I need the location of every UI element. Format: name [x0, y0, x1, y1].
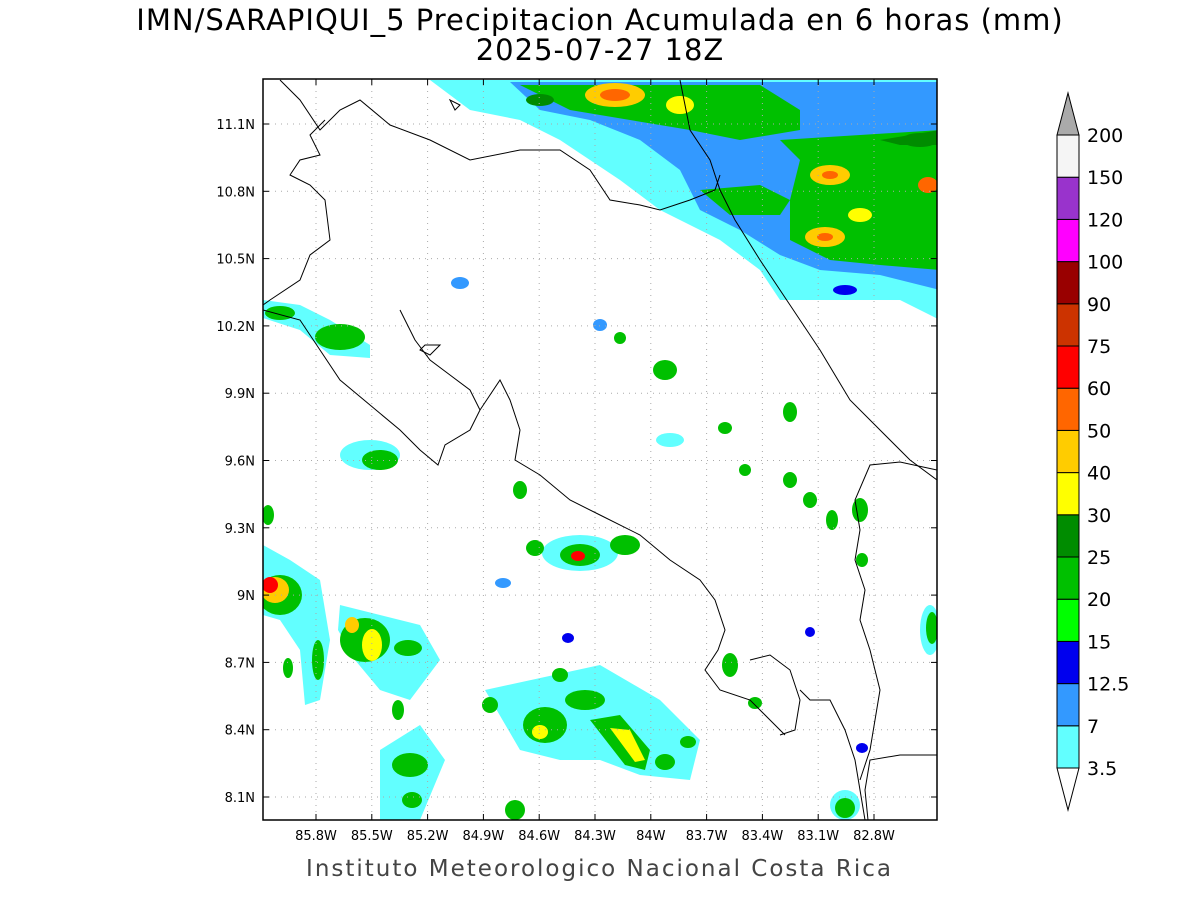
colorbar-label: 20: [1087, 589, 1111, 611]
colorbar-swatch: [1056, 176, 1080, 220]
colorbar-swatch: [1056, 640, 1080, 685]
lat-tick-label: 9.3N: [225, 522, 255, 537]
map-grid: [263, 79, 937, 820]
latitude-axis: 11.1N 10.8N 10.5N 10.2N 9.9N 9.6N 9.3N 9N 8.7N 8.…: [216, 118, 937, 806]
lat-tick-label: 10.2N: [216, 320, 255, 335]
longitude-axis: 85.8W 85.5W 85.2W 84.9W 84.6W 84.3W 84W 83.7W 83…: [295, 79, 895, 844]
colorbar-swatch: [1056, 556, 1080, 600]
precipitation-field: [263, 80, 937, 820]
colorbar-label: 75: [1087, 336, 1111, 358]
lon-tick-label: 83.1W: [797, 829, 839, 844]
lat-tick-label: 11.1N: [216, 118, 255, 133]
colorbar-label: 90: [1087, 294, 1111, 316]
colorbar-arrow-bottom: [1056, 767, 1080, 812]
colorbar-label: 120: [1087, 209, 1123, 231]
chart-title: IMN/SARAPIQUI_5 Precipitacion Acumulada …: [136, 3, 1064, 37]
lat-tick-label: 9.9N: [225, 387, 255, 402]
colorbar-label: 100: [1087, 252, 1123, 274]
colorbar-swatch: [1056, 514, 1080, 558]
colorbar-swatch: [1056, 218, 1080, 263]
colorbar-swatch: [1056, 725, 1080, 769]
colorbar-label: 12.5: [1087, 674, 1129, 696]
lon-tick-label: 85.8W: [295, 829, 337, 844]
coastlines: [263, 79, 937, 820]
lon-tick-label: 83.7W: [686, 829, 728, 844]
chart-date: 2025-07-27 18Z: [475, 33, 725, 67]
colorbar-label: 40: [1087, 463, 1111, 485]
colorbar-swatch: [1056, 598, 1080, 642]
lat-tick-label: 10.8N: [216, 185, 255, 200]
colorbar-label: 200: [1087, 125, 1123, 147]
lat-tick-label: 9.6N: [225, 455, 255, 470]
colorbar-swatch: [1056, 472, 1080, 516]
map-frame: [262, 78, 938, 821]
colorbar-swatch: [1056, 683, 1080, 727]
lat-tick-label: 10.5N: [216, 253, 255, 268]
lon-tick-label: 83.4W: [741, 829, 783, 844]
lat-tick-label: 8.7N: [225, 656, 255, 671]
colorbar-label: 50: [1087, 420, 1111, 442]
colorbar-swatch: [1056, 261, 1080, 305]
colorbar-swatch: [1056, 134, 1080, 178]
colorbar-label: 25: [1087, 547, 1111, 569]
colorbar-label: 150: [1087, 167, 1123, 189]
colorbar-swatch: [1056, 387, 1080, 431]
lon-tick-label: 84.6W: [518, 829, 560, 844]
lat-tick-label: 8.1N: [225, 791, 255, 806]
colorbar-label: 15: [1087, 631, 1111, 653]
lon-tick-label: 84W: [636, 829, 666, 844]
colorbar: 3.5 7 12.5 15 20 25 30 40 50 60 75 90 100 120 150 200: [1056, 91, 1129, 812]
lon-tick-label: 85.2W: [407, 829, 449, 844]
colorbar-swatch: [1056, 429, 1080, 474]
colorbar-swatch: [1056, 303, 1080, 347]
lon-tick-label: 82.8W: [853, 829, 895, 844]
colorbar-label: 3.5: [1087, 758, 1117, 780]
lat-tick-label: 8.4N: [225, 724, 255, 739]
footer-credit: Instituto Meteorologico Nacional Costa R…: [306, 856, 893, 882]
colorbar-arrow-top: [1056, 91, 1080, 136]
lon-tick-label: 85.5W: [351, 829, 393, 844]
colorbar-label: 7: [1087, 716, 1099, 738]
lon-tick-label: 84.9W: [462, 829, 504, 844]
lat-tick-label: 9N: [237, 589, 255, 604]
lon-tick-label: 84.3W: [574, 829, 616, 844]
colorbar-swatch: [1056, 345, 1080, 389]
colorbar-label: 30: [1087, 505, 1111, 527]
colorbar-label: 60: [1087, 378, 1111, 400]
